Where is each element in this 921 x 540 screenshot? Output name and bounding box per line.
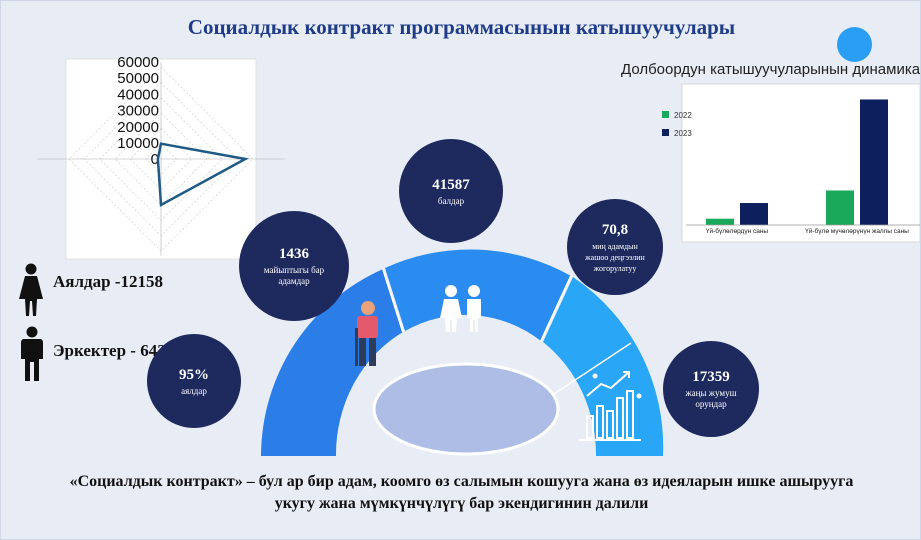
stat-bubble-children: 41587 балдар	[399, 139, 503, 243]
page-title: Социалдык контракт программасынын катышу…	[187, 15, 736, 39]
decorative-circle	[837, 27, 872, 62]
radar-tick-label: 30000	[117, 103, 159, 120]
bar	[826, 190, 854, 225]
arc-center-ellipse	[372, 362, 560, 456]
elderly-person-icon	[355, 301, 378, 366]
bar	[706, 218, 734, 225]
man-icon	[21, 326, 43, 381]
bubble-text: миң адамдын жашоо деңгээлин жогорулатуу	[585, 241, 645, 273]
bubble-value: 41587	[432, 176, 470, 193]
stat-bubble-new-jobs: 17359 жаңы жумуш орундар	[663, 341, 759, 437]
bar-marks	[686, 99, 920, 226]
radar-tick-label: 60000	[117, 54, 159, 71]
arc-segment-left	[261, 269, 403, 456]
bottom-quote: «Социалдык контракт» – бул ар бир адам, …	[1, 471, 920, 515]
quote-line-1: «Социалдык контракт» – бул ар бир адам, …	[69, 473, 854, 490]
legend-label: 2023	[674, 129, 692, 138]
bar	[740, 203, 768, 225]
radar-grid-ring	[129, 127, 193, 191]
radar-tick-label: 10000	[117, 135, 159, 152]
growth-chart-icon	[579, 371, 642, 441]
radar-grid-ring	[145, 143, 177, 175]
bar-category-label: Үй-бүлөлөрдүн саны	[706, 227, 769, 235]
legend-label: 2022	[674, 111, 692, 120]
radar-tick-label: 0	[151, 151, 159, 168]
bar-category-labels: Үй-бүлөлөрдүн саны Үй-бүлө мүчөлөрүнүн жа…	[706, 227, 909, 235]
bubble-value: 17359	[692, 369, 730, 385]
bubble-value: 95%	[179, 366, 209, 383]
radar-tick-label: 50000	[117, 70, 159, 87]
stat-bubble-disabled: 1436 майыптыгы бар адамдар	[239, 211, 349, 321]
bar-chart: 2022 2023 Үй-бүлөлөрдүн саны Үй-бүлө мүчөл…	[662, 83, 920, 243]
bar-legend: 2022 2023	[662, 111, 692, 138]
legend-swatch	[662, 111, 669, 118]
family-icon	[440, 285, 481, 332]
woman-icon	[19, 263, 43, 316]
bubble-text: аялдар	[181, 385, 207, 396]
semicircle-infographic	[261, 249, 664, 456]
stat-bubble-women-percent: 95% аялдар	[147, 334, 241, 428]
bubble-text: майыптыгы бар адамдар	[263, 265, 325, 286]
bar-category-label: Үй-бүлө мүчөлөрүнүн жалпы саны	[805, 227, 909, 235]
men-count-label: Эркектер - 642	[53, 341, 166, 360]
quote-line-2: укугу жана мүмкүнчүлүгү бар экендигинин …	[274, 495, 649, 512]
radar-series-line	[156, 142, 250, 208]
bubble-text: жаңы жумуш орундар	[685, 388, 737, 409]
radar-grid-ring	[114, 112, 208, 206]
bar-chart-title: Долбоордун катышуучуларынын динамикасы	[621, 61, 921, 78]
women-count-label: Аялдар -12158	[53, 272, 163, 291]
stat-bubble-living-standard: 70,8 миң адамдын жашоо деңгээлин жогорул…	[567, 199, 663, 295]
bubble-value: 70,8	[601, 221, 629, 238]
radar-tick-label: 40000	[117, 86, 159, 103]
radar-tick-label: 20000	[117, 119, 159, 136]
bar	[860, 99, 888, 225]
legend-swatch	[662, 129, 669, 136]
radar-grid	[36, 58, 286, 260]
bubble-value: 1436	[279, 246, 309, 262]
bubble-text: балдар	[437, 195, 465, 206]
